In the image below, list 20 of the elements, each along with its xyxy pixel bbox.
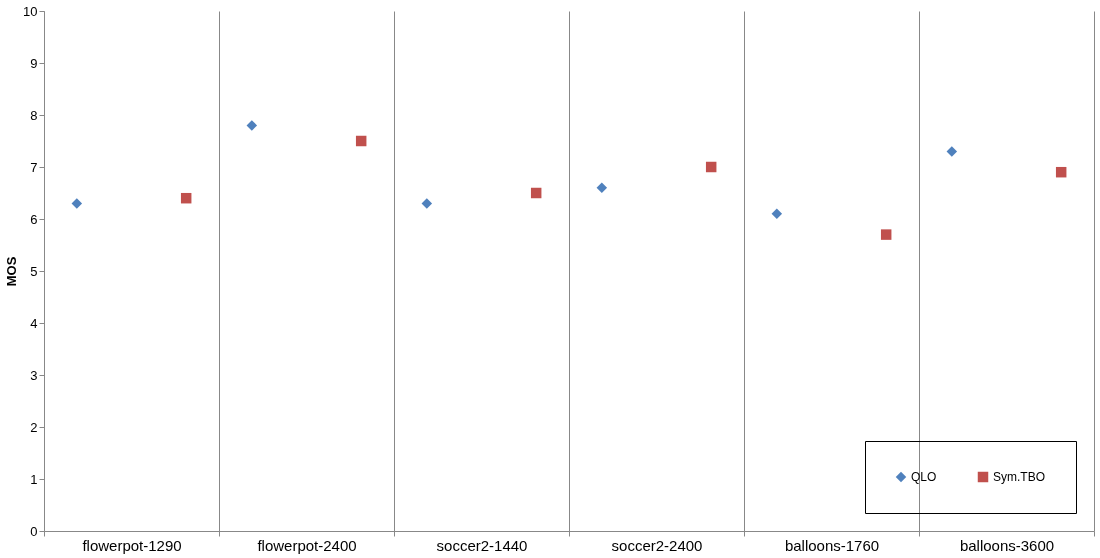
x-tick-label: soccer2-2400 <box>611 536 703 554</box>
y-axis-title: MOS <box>4 256 20 287</box>
x-tick-label: flowerpot-1290 <box>82 536 182 554</box>
y-tick-label: 2 <box>30 419 38 435</box>
y-tick-label: 0 <box>30 523 38 539</box>
y-tick-label: 3 <box>30 367 38 383</box>
y-tick-label: 6 <box>30 211 38 227</box>
y-tick-label: 8 <box>30 107 38 123</box>
x-tick-label: soccer2-1440 <box>436 536 528 554</box>
y-tick-label: 7 <box>30 159 38 175</box>
y-tick-label: 4 <box>30 315 38 331</box>
x-tick-label: balloons-3600 <box>959 536 1055 554</box>
y-tick-label: 9 <box>30 55 38 71</box>
y-tick-label: 1 <box>30 471 38 487</box>
x-tick-label: flowerpot-2400 <box>257 536 357 554</box>
legend-label: Sym.TBO <box>993 470 1046 484</box>
legend-label: QLO <box>911 470 937 484</box>
y-tick-label: 5 <box>30 263 38 279</box>
x-tick-label: balloons-1760 <box>784 536 880 554</box>
y-tick-label: 10 <box>23 3 38 19</box>
